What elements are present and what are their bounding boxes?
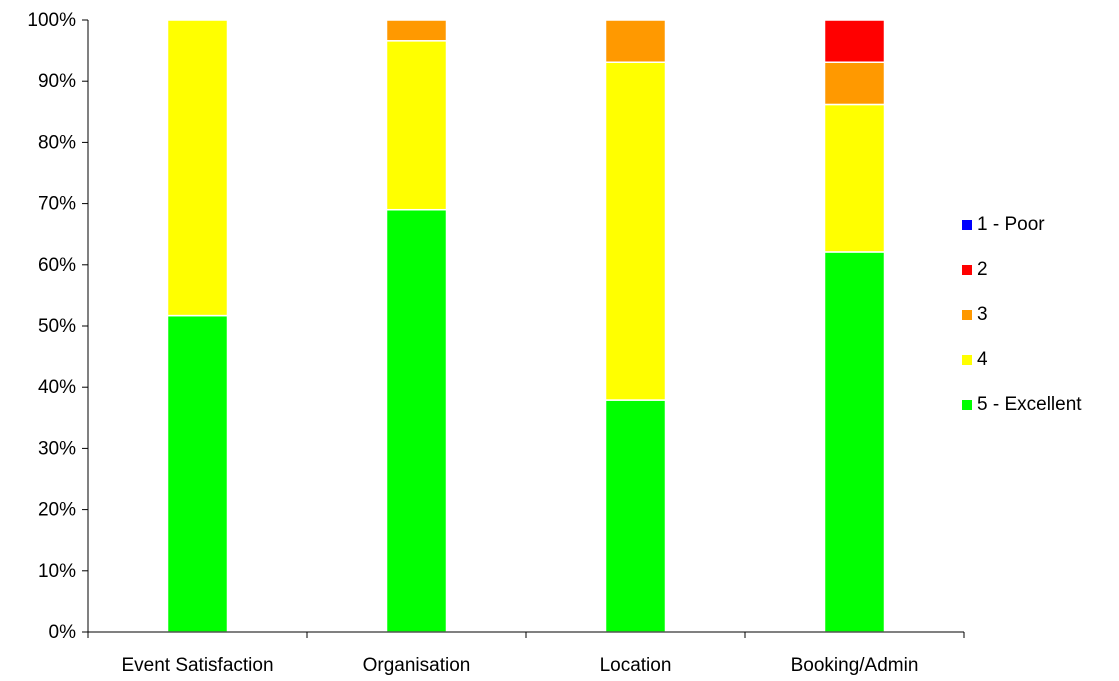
axes-group [82, 19, 965, 638]
bar-segment-2-series-3 [385, 19, 448, 42]
y-tick-label: 90% [38, 71, 76, 92]
y-tick-label: 60% [38, 255, 76, 276]
bars-group [166, 19, 886, 633]
legend-item: 3 [962, 292, 1082, 337]
x-tick-label: Booking/Admin [791, 655, 919, 676]
legend-item: 5 - Excellent [962, 382, 1082, 427]
y-tick-label: 80% [38, 132, 76, 153]
y-tick-label: 70% [38, 194, 76, 215]
y-tick-label: 100% [27, 10, 76, 31]
legend-swatch [962, 264, 972, 275]
bar-segment-3-series-1 [604, 399, 667, 633]
legend-item: 4 [962, 337, 1082, 382]
y-tick-label: 40% [38, 377, 76, 398]
bar-segment-2-series-2 [385, 40, 448, 211]
bar-segment-4-series-3 [823, 61, 886, 106]
legend-swatch [962, 399, 972, 410]
legend: 1 - Poor 2 3 4 5 - Excellent [962, 202, 1082, 427]
legend-label: 3 [977, 303, 988, 325]
bar-segment-3-series-3 [604, 19, 667, 63]
legend-swatch [962, 219, 972, 230]
y-tick-label: 0% [49, 622, 77, 643]
legend-item: 1 - Poor [962, 202, 1082, 247]
bar-segment-2-series-1 [385, 208, 448, 633]
y-tick-label: 30% [38, 438, 76, 459]
bar-segment-1-series-1 [166, 314, 229, 633]
y-tick-labels: 0% 10% 20% 30% 40% 50% 60% 70% 80% 90% 100% [27, 10, 76, 643]
x-tick-label: Event Satisfaction [121, 655, 273, 676]
legend-label: 1 - Poor [977, 213, 1045, 235]
bar-segment-3-series-2 [604, 61, 667, 401]
y-tick-label: 50% [38, 316, 76, 337]
legend-item: 2 [962, 247, 1082, 292]
bar-segment-4-series-1 [823, 251, 886, 633]
legend-swatch [962, 309, 972, 320]
y-tick-label: 10% [38, 561, 76, 582]
bar-segment-1-series-2 [166, 19, 229, 317]
legend-label: 5 - Excellent [977, 393, 1082, 415]
legend-label: 4 [977, 348, 988, 370]
legend-label: 2 [977, 258, 988, 280]
x-tick-label: Organisation [363, 655, 471, 676]
bar-segment-4-series-2 [823, 103, 886, 253]
x-tick-label: Location [600, 655, 672, 676]
legend-swatch [962, 354, 972, 365]
bar-segment-4-series-4 [823, 19, 886, 63]
y-tick-label: 20% [38, 500, 76, 521]
x-tick-labels: Event Satisfaction Organisation Location Bo… [121, 655, 918, 676]
